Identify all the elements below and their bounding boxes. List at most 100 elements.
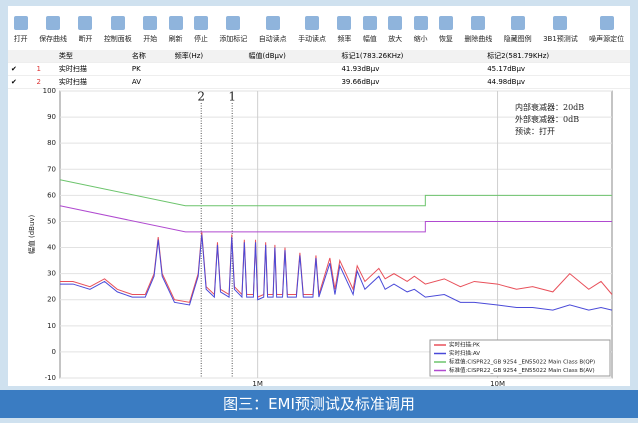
legend-label: 实时扫描:AV xyxy=(449,349,480,357)
marker-label: 2 xyxy=(197,90,205,104)
button-label: 3B1预测试 xyxy=(543,35,578,43)
icon xyxy=(193,16,208,30)
toolbar-button[interactable]: 控制面板 xyxy=(104,12,132,50)
toolbar-button[interactable]: 幅值 xyxy=(362,12,377,50)
annotation: 外部衰减器：0dB xyxy=(515,114,579,124)
icon xyxy=(553,16,568,30)
toolbar-button[interactable]: 断开 xyxy=(78,12,93,50)
button-label: 添加标记 xyxy=(219,35,248,43)
y-tick-label: 70 xyxy=(47,165,56,173)
cell: 45.17dBµv xyxy=(484,62,630,76)
icon xyxy=(78,16,93,30)
y-tick-label: 30 xyxy=(47,270,56,278)
icon xyxy=(13,16,28,30)
cell: 41.93dBµv xyxy=(338,62,485,76)
legend-label: 标准值:CISPR22_GB 9254 _EN55022 Main Class … xyxy=(449,366,595,374)
cell xyxy=(245,62,339,76)
icon xyxy=(337,16,352,30)
toolbar-button[interactable]: 自动读点 xyxy=(259,12,287,50)
cell: 实时扫描 xyxy=(55,62,129,76)
icon xyxy=(599,16,614,30)
cell xyxy=(171,62,246,76)
marker-table: 类型 名称 频率(Hz) 幅值(dBµv) 标记1(783.26KHz) 标记2(581.… xyxy=(8,50,630,89)
series-line xyxy=(60,234,613,311)
icon xyxy=(438,16,453,30)
toolbar-button[interactable]: 恢复 xyxy=(438,12,453,50)
header-cell: 标记2(581.79KHz) xyxy=(484,50,630,63)
button-label: 放大 xyxy=(388,35,403,43)
button-label: 缩小 xyxy=(413,35,428,43)
toolbar-button[interactable]: 停止 xyxy=(193,12,208,50)
button-label: 控制面板 xyxy=(103,35,132,43)
annotation: 内部衰减器：20dB xyxy=(515,102,584,112)
header-cell: 幅值(dBµv) xyxy=(245,50,339,63)
cell xyxy=(245,75,339,89)
y-tick-label: 100 xyxy=(43,88,56,95)
plot-area xyxy=(59,90,613,379)
x-tick-label: 10M xyxy=(490,380,505,388)
toolbar-button[interactable]: 缩小 xyxy=(413,12,428,50)
marker-label: 1 xyxy=(228,90,236,104)
series-line xyxy=(59,205,612,233)
checkbox: ✔ xyxy=(8,75,34,89)
toolbar-button[interactable]: 添加标记 xyxy=(219,12,247,50)
y-tick-label: 50 xyxy=(47,217,56,225)
cell: 实时扫描 xyxy=(55,75,129,89)
cell: AV xyxy=(128,75,172,89)
button-label: 频率 xyxy=(337,35,352,43)
icon xyxy=(110,16,125,30)
header-cell: 类型 xyxy=(55,50,129,63)
toolbar-button[interactable]: 放大 xyxy=(388,12,403,50)
y-tick-label: 10 xyxy=(47,322,56,330)
button-label: 删除曲线 xyxy=(464,35,493,43)
icon xyxy=(226,16,241,30)
button-label: 幅值 xyxy=(362,35,377,43)
button-label: 恢复 xyxy=(438,35,453,43)
icon xyxy=(362,16,377,30)
toolbar-button[interactable]: 噪声源定位 xyxy=(589,12,624,50)
toolbar-button[interactable]: 3B1预测试 xyxy=(543,12,578,50)
toolbar-button[interactable]: 隐藏图例 xyxy=(504,12,532,50)
button-label: 开始 xyxy=(143,35,158,43)
button-label: 手动读点 xyxy=(298,35,327,43)
table-header: 类型 名称 频率(Hz) 幅值(dBµv) 标记1(783.26KHz) 标记2(581.… xyxy=(8,50,630,63)
chart: -10 0 10 20 30 40 50 60 70 80 90 100 1M 10M 幅值 (dBuv) 1… xyxy=(27,88,613,388)
table-row: ✔ 2 实时扫描 AV 39.66dBµv 44.98dBµv xyxy=(8,75,630,89)
y-tick-label: 60 xyxy=(47,191,56,199)
header-cell: 频率(Hz) xyxy=(171,50,246,63)
annotation: 预读：打开 xyxy=(515,126,555,136)
button-label: 噪声源定位 xyxy=(589,35,625,43)
window: 打开 保存曲线 断开 控制面板 开始 刷新 停止 添加标记 自动读点 手动读点 频率 幅值 放大 缩小 恢复… xyxy=(8,6,630,388)
toolbar-button[interactable]: 打开 xyxy=(13,12,28,50)
icon xyxy=(168,16,183,30)
x-tick-label: 1M xyxy=(252,380,263,388)
icon xyxy=(510,16,525,30)
icon xyxy=(471,16,486,30)
y-axis-label: 幅值 (dBuv) xyxy=(27,214,36,254)
toolbar-button[interactable]: 频率 xyxy=(337,12,352,50)
icon xyxy=(46,16,61,30)
button-label: 刷新 xyxy=(168,35,183,43)
icon xyxy=(265,16,280,30)
toolbar-button[interactable]: 刷新 xyxy=(168,12,183,50)
cell: PK xyxy=(128,62,172,76)
header-cell: 名称 xyxy=(128,50,172,63)
button-label: 断开 xyxy=(78,35,93,43)
toolbar: 打开 保存曲线 断开 控制面板 开始 刷新 停止 添加标记 自动读点 手动读点 频率 幅值 放大 缩小 恢复… xyxy=(8,12,630,50)
button-label: 保存曲线 xyxy=(39,35,68,43)
icon xyxy=(388,16,403,30)
icon xyxy=(305,16,320,30)
toolbar-button[interactable]: 开始 xyxy=(143,12,158,50)
toolbar-button[interactable]: 删除曲线 xyxy=(464,12,492,50)
toolbar-button[interactable]: 保存曲线 xyxy=(39,12,67,50)
cell: 2 xyxy=(33,75,56,89)
toolbar-button[interactable]: 手动读点 xyxy=(298,12,326,50)
y-tick-label: -10 xyxy=(45,374,56,382)
button-label: 停止 xyxy=(193,35,208,43)
legend-label: 实时扫描:PK xyxy=(449,341,480,349)
cell: 39.66dBµv xyxy=(338,75,485,89)
checkbox: ✔ xyxy=(8,62,34,76)
y-tick-label: 90 xyxy=(47,113,56,121)
cell: 1 xyxy=(33,62,56,76)
